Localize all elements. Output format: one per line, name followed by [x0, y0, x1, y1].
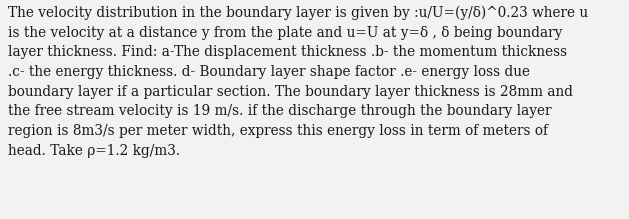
- Text: The velocity distribution in the boundary layer is given by :u/U=(y/δ)^0.23 wher: The velocity distribution in the boundar…: [8, 5, 587, 158]
